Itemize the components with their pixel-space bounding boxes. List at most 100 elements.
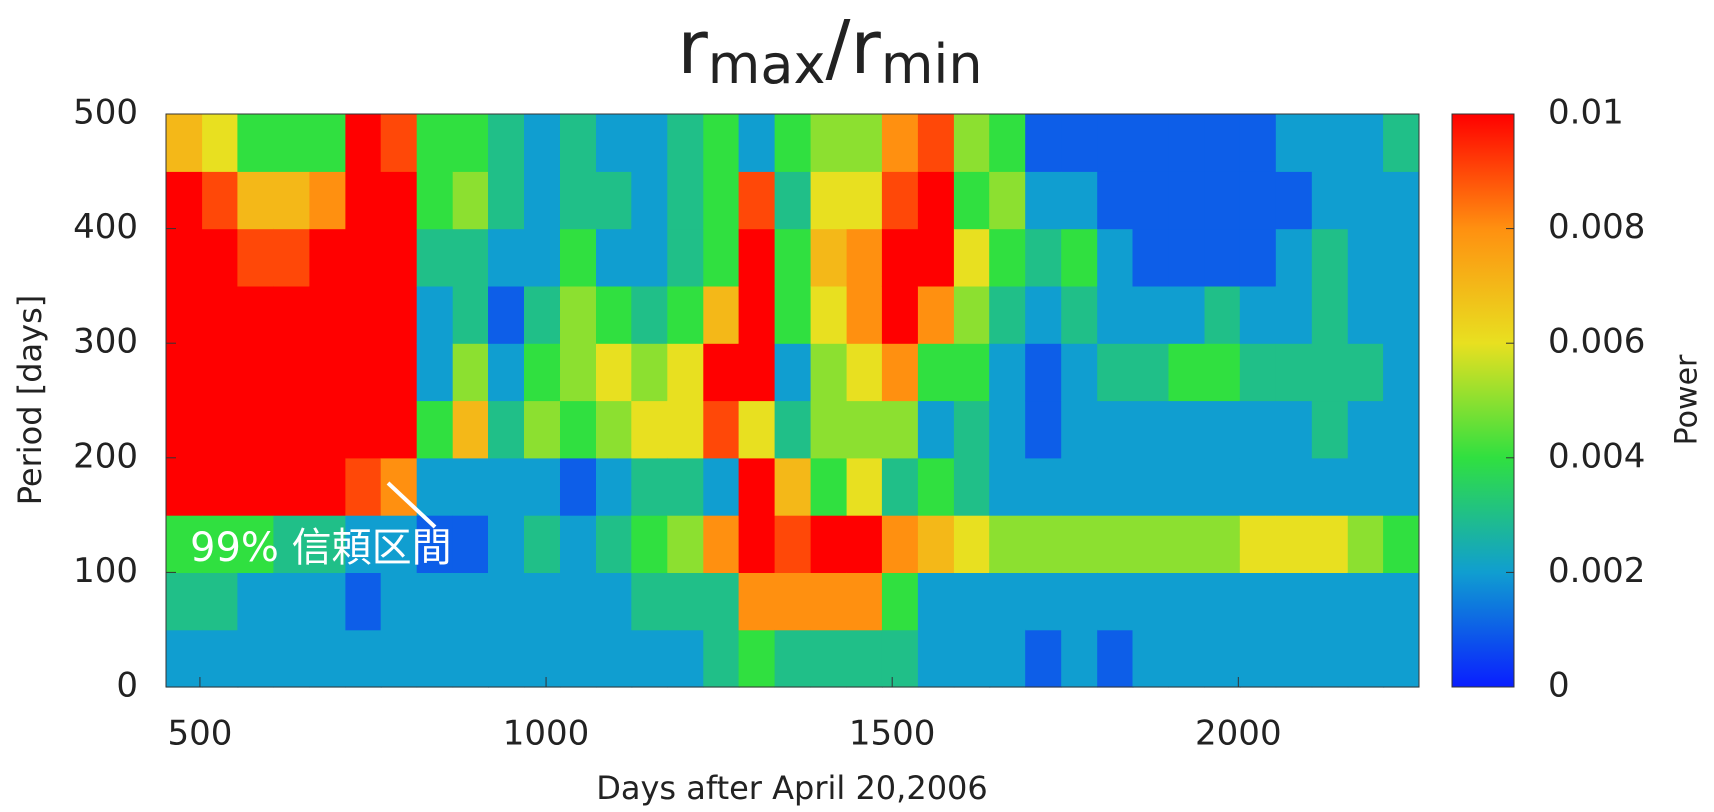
heat-cell xyxy=(380,228,418,287)
heat-cell xyxy=(416,400,454,459)
heat-cell xyxy=(524,400,561,459)
heat-cell xyxy=(917,457,955,516)
heat-cell xyxy=(595,515,633,573)
heat-cell xyxy=(953,343,991,402)
heat-cell xyxy=(559,400,597,459)
title-part: / xyxy=(825,5,850,91)
heat-cell xyxy=(309,285,346,344)
heat-cell xyxy=(1168,114,1205,172)
heat-cell xyxy=(416,572,454,631)
heat-cell xyxy=(1311,171,1349,230)
heat-cell xyxy=(989,572,1026,631)
heat-cell xyxy=(345,515,382,573)
heat-cell xyxy=(1383,629,1420,688)
heat-cell xyxy=(1132,629,1169,688)
heat-cell xyxy=(309,457,346,516)
heat-cell xyxy=(452,629,490,688)
heat-cell xyxy=(989,228,1026,287)
heat-cell xyxy=(380,285,418,344)
heat-cell xyxy=(846,572,883,631)
heat-cell xyxy=(774,515,811,573)
heat-cell xyxy=(1239,457,1277,516)
heat-cell xyxy=(1025,457,1062,516)
heat-cell xyxy=(273,285,310,344)
heat-cell xyxy=(1061,515,1098,573)
heat-cell xyxy=(667,400,704,459)
heat-cell xyxy=(273,515,310,573)
heat-cell xyxy=(846,343,883,402)
heat-cell xyxy=(416,457,454,516)
x-axis-label: Days after April 20,2006 xyxy=(596,769,988,807)
heat-cell xyxy=(237,114,274,172)
heat-cell xyxy=(202,171,239,230)
heat-cell xyxy=(595,114,633,172)
heat-cell xyxy=(595,285,633,344)
heat-cell xyxy=(1311,400,1349,459)
heat-cell xyxy=(1275,629,1313,688)
heat-cell xyxy=(416,228,454,287)
heat-cell xyxy=(1061,285,1098,344)
heat-cell xyxy=(810,400,847,459)
heat-cell xyxy=(631,572,668,631)
y-tick-label: 400 xyxy=(73,207,138,247)
heat-cell xyxy=(667,629,704,688)
heat-cell xyxy=(1132,400,1169,459)
heat-cell xyxy=(846,171,883,230)
heat-cell xyxy=(1097,285,1134,344)
heat-cell xyxy=(989,515,1026,573)
heat-cell xyxy=(452,171,490,230)
heat-cell xyxy=(524,285,561,344)
x-tick-label: 2000 xyxy=(1195,714,1282,754)
heat-cell xyxy=(846,400,883,459)
heat-cell xyxy=(202,114,239,172)
heat-cell xyxy=(595,228,633,287)
heat-cell xyxy=(703,343,740,402)
heat-cell xyxy=(953,515,991,573)
heat-cell xyxy=(1061,114,1098,172)
y-axis-label: Period [days] xyxy=(11,295,49,505)
heat-cell xyxy=(237,285,274,344)
title-part: max xyxy=(708,33,826,96)
heat-cell xyxy=(667,285,704,344)
heat-cell xyxy=(989,457,1026,516)
heat-cell xyxy=(1311,114,1349,172)
heat-cell xyxy=(989,285,1026,344)
heat-cell xyxy=(667,572,704,631)
heat-cell xyxy=(953,285,991,344)
heat-cell xyxy=(1383,285,1420,344)
heat-cell xyxy=(703,285,740,344)
heat-cell xyxy=(452,515,490,573)
heat-cell xyxy=(1311,343,1349,402)
heat-cell xyxy=(1097,171,1134,230)
heat-cell xyxy=(1132,572,1169,631)
heat-cell xyxy=(488,285,525,344)
heat-cell xyxy=(917,572,955,631)
heat-cell xyxy=(309,114,346,172)
heat-cell xyxy=(738,400,776,459)
heat-cell xyxy=(846,228,883,287)
heat-cell xyxy=(1239,572,1277,631)
heat-cell xyxy=(309,515,346,573)
x-tick-label: 1000 xyxy=(503,714,590,754)
heat-cell xyxy=(524,457,561,516)
heat-cell xyxy=(989,629,1026,688)
heat-cell xyxy=(846,629,883,688)
heat-cell xyxy=(273,228,310,287)
heat-cell xyxy=(166,572,203,631)
heat-cell xyxy=(452,343,490,402)
heat-cell xyxy=(345,285,382,344)
heat-cell xyxy=(1275,515,1313,573)
heat-cell xyxy=(1275,400,1313,459)
heat-cell xyxy=(1168,171,1205,230)
heat-cell xyxy=(881,629,919,688)
heat-cell xyxy=(703,228,740,287)
colorbar-tick-label: 0.01 xyxy=(1548,93,1624,133)
heat-cell xyxy=(881,457,919,516)
heat-cell xyxy=(703,457,740,516)
heat-cell xyxy=(810,515,847,573)
heat-cell xyxy=(1275,572,1313,631)
colorbar-tick-label: 0.008 xyxy=(1548,207,1645,247)
heat-cell xyxy=(1383,457,1420,516)
heat-cell xyxy=(1097,228,1134,287)
heat-cell xyxy=(524,629,561,688)
